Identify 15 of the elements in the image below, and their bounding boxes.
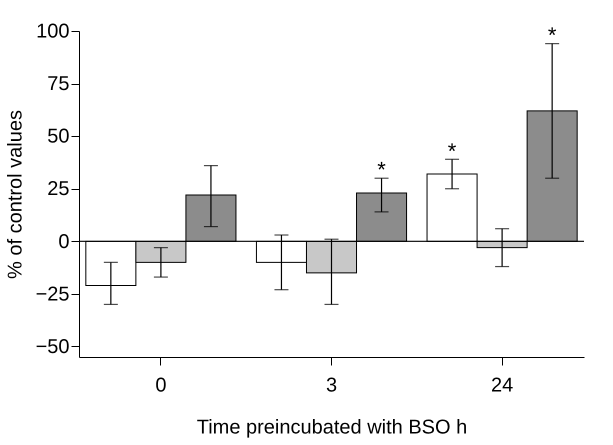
y-tick-label: 0: [58, 230, 70, 253]
x-axis-title: Time preincubated with BSO h: [196, 416, 468, 438]
y-axis-title: % of control values: [4, 110, 27, 279]
y-tick-label: 25: [47, 178, 70, 200]
y-tick-label: 50: [47, 126, 70, 148]
y-tick-label: −50: [36, 336, 70, 358]
y-tick-label: −25: [36, 283, 70, 306]
x-tick-label: 3: [326, 374, 338, 396]
y-tick-label: 75: [47, 73, 70, 96]
y-tick-label: 100: [36, 20, 70, 42]
x-tick-label: 0: [155, 374, 166, 396]
data-label: *: [548, 22, 557, 48]
x-tick-label: 24: [490, 374, 514, 396]
data-label: *: [377, 157, 386, 182]
data-label: *: [448, 138, 457, 164]
